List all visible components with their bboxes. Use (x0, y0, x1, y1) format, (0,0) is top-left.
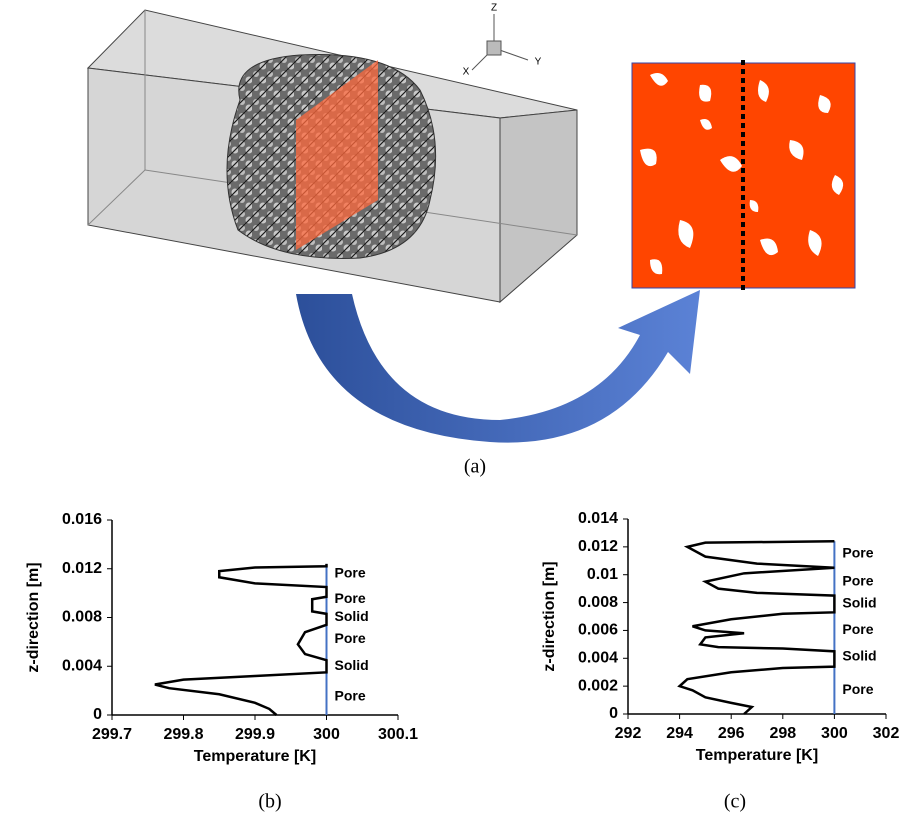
x-tick-label: 299.7 (92, 726, 132, 743)
x-tick-label: 302 (873, 725, 900, 742)
annotation: Pore (842, 681, 873, 697)
y-tick-label: 0.01 (587, 566, 618, 583)
y-axis-title: z-direction [m] (541, 561, 558, 671)
y-tick-label: 0.016 (62, 511, 102, 528)
panel-label: (a) (464, 456, 486, 478)
annotation: Pore (842, 545, 873, 561)
x-axis-title: Temperature [K] (194, 748, 316, 765)
annotation: Solid (335, 657, 369, 673)
x-tick-label: 300.1 (378, 726, 418, 743)
x-tick-label: 299.9 (235, 726, 275, 743)
annotation: Pore (335, 590, 366, 606)
annotation: Solid (335, 608, 369, 624)
y-tick-label: 0.014 (578, 510, 618, 527)
profile-line (680, 541, 835, 714)
y-tick-label: 0.008 (578, 594, 618, 611)
y-tick-label: 0.012 (578, 538, 618, 555)
annotation: Solid (842, 648, 876, 664)
annotation: Pore (335, 687, 366, 703)
transfer-arrow (296, 290, 700, 443)
figure: Z X Y (a) (b) (c) 0 0.004 0.008 0.012 0.016 299.… (0, 0, 916, 822)
triad-label: Y (535, 57, 542, 68)
x-tick-label: 294 (666, 725, 693, 742)
annotation: Pore (335, 564, 366, 580)
y-tick-label: 0.002 (578, 677, 618, 694)
annotation: Pore (335, 630, 366, 646)
y-tick-label: 0.006 (578, 622, 618, 639)
x-tick-label: 300 (313, 726, 340, 743)
x-tick-label: 292 (615, 725, 642, 742)
y-axis-title: z-direction [m] (25, 562, 42, 672)
profile-line (155, 564, 327, 715)
x-tick-label: 299.8 (163, 726, 203, 743)
triad-label: X (463, 67, 470, 78)
y-tick-label: 0.008 (62, 609, 102, 626)
panel-label: (c) (724, 791, 746, 813)
annotation: Pore (842, 572, 873, 588)
y-tick-label: 0.004 (578, 650, 618, 667)
annotation: Solid (842, 595, 876, 611)
domain-render (88, 10, 577, 302)
x-axis-title: Temperature [K] (696, 747, 818, 764)
cross-section (632, 60, 855, 292)
triad-label: Z (491, 3, 497, 14)
x-tick-label: 300 (821, 725, 848, 742)
y-tick-label: 0.012 (62, 560, 102, 577)
y-tick-label: 0.004 (62, 657, 102, 674)
y-tick-label: 0 (93, 706, 102, 723)
annotation: Pore (842, 621, 873, 637)
axes-triad: Z X Y (463, 3, 542, 78)
y-tick-label: 0 (609, 705, 618, 722)
x-tick-label: 298 (769, 725, 796, 742)
x-tick-label: 296 (718, 725, 745, 742)
panel-label: (b) (258, 791, 281, 813)
